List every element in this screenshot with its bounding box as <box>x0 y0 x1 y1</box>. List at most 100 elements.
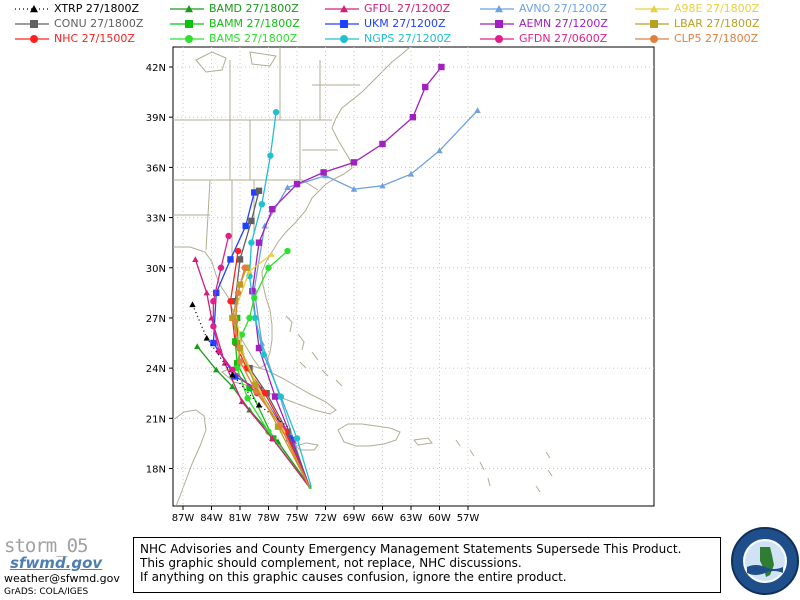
track-point-bamm <box>233 359 241 367</box>
model-legend: XTRP 27/1800Z CONU 27/1800Z NHC 27/1500Z BA… <box>0 0 800 46</box>
y-tick-label: 36N <box>146 163 166 174</box>
track-point-gfdn <box>225 232 232 240</box>
track-point-aemn <box>422 83 429 91</box>
square-marker-icon <box>170 20 204 28</box>
track-point-aemn <box>249 287 256 295</box>
track-point-bamd <box>194 343 201 349</box>
disclaimer-box: NHC Advisories and County Emergency Mana… <box>133 537 721 593</box>
track-point-a98e <box>268 251 275 257</box>
y-tick-label: 39N <box>146 113 166 124</box>
track-point-clp5 <box>232 318 239 325</box>
track-point-bams <box>238 331 246 338</box>
track-point-bams <box>251 294 258 302</box>
track-point-ukm <box>232 373 239 380</box>
track-point-bams <box>265 264 272 271</box>
triangle-marker-icon <box>15 5 49 13</box>
track-point-gfdn <box>210 323 217 330</box>
legend-label: GFDL 27/1200Z <box>364 2 451 15</box>
track-point-ukm <box>210 339 217 347</box>
track-point-ukm <box>242 222 249 230</box>
track-point-avno <box>474 107 481 114</box>
sfwmd-logo-text: sfwmd.gov <box>10 554 103 572</box>
track-point-aemn <box>438 63 445 71</box>
legend-label: CLP5 27/1800Z <box>674 32 759 45</box>
x-tick-label: 81W <box>229 513 252 524</box>
track-point-avno <box>350 185 358 192</box>
track-point-aemn <box>271 393 279 400</box>
track-point-ngps <box>267 152 274 159</box>
legend-label: UKM 27/1200Z <box>364 17 446 30</box>
track-point-bamd <box>246 406 253 413</box>
track-point-gfdl <box>192 256 199 262</box>
track-point-aemn <box>255 344 263 352</box>
map-frame <box>172 46 655 507</box>
legend-label: BAMM 27/1800Z <box>209 17 300 30</box>
y-tick-label: 33N <box>146 214 166 225</box>
legend-label: GFDN 27/0600Z <box>519 32 608 45</box>
track-point-ngps <box>260 351 267 358</box>
track-point-gfdn <box>217 264 225 271</box>
track-point-aemn <box>320 169 327 176</box>
track-point-gfdn <box>229 366 236 374</box>
x-tick-label: 72W <box>314 513 337 524</box>
latitude-tick-labels: 42N 39N 36N 33N 30N 27N 24N 21N 18N <box>146 63 173 476</box>
track-point-bamm <box>232 338 239 345</box>
x-tick-label: 69W <box>343 513 366 524</box>
track-point-clp5 <box>252 388 260 395</box>
track-point-aemn <box>293 180 301 188</box>
legend-label: A98E 27/1800Z <box>674 2 760 15</box>
x-tick-label: 78W <box>257 513 280 524</box>
track-point-clp5 <box>236 358 244 365</box>
track-point-ngps <box>248 239 255 246</box>
longitude-tick-labels: 87W 84W 81W 78W 75W 72W 69W 66W 63W 60W 57W <box>172 506 480 524</box>
great-lakes <box>195 51 277 73</box>
track-point-xtrp <box>255 401 263 408</box>
y-tick-label: 42N <box>146 63 166 74</box>
track-point-gfdl <box>238 398 246 405</box>
track-point-ngps <box>252 314 259 322</box>
circle-marker-icon <box>325 35 359 43</box>
track-point-lbar <box>252 381 259 389</box>
x-tick-label: 60W <box>428 513 451 524</box>
track-point-xtrp <box>189 301 196 308</box>
contact-email: weather@sfwmd.gov <box>4 572 120 585</box>
track-point-ukm <box>227 256 234 263</box>
track-point-bams <box>284 247 291 255</box>
track-point-avno <box>258 339 266 346</box>
legend-label: NHC 27/1500Z <box>54 32 135 45</box>
track-point-nhc <box>234 247 242 255</box>
x-tick-label: 63W <box>400 513 423 524</box>
track-point-bams <box>246 314 253 322</box>
track-point-bamd <box>229 383 236 390</box>
track-point-nhc <box>261 390 268 397</box>
disclaimer-line: NHC Advisories and County Emergency Mana… <box>140 542 682 556</box>
legend-label: XTRP 27/1800Z <box>54 2 140 15</box>
track-point-bams <box>265 428 272 435</box>
track-point-avno <box>261 222 268 229</box>
legend-label: BAMS 27/1800Z <box>209 32 298 45</box>
track-point-gfdl <box>269 435 276 441</box>
track-point-aemn <box>409 113 417 121</box>
track-point-gfdn <box>210 298 217 305</box>
track-point-ngps <box>277 393 285 400</box>
x-tick-label: 57W <box>457 513 480 524</box>
grads-credit: GrADS: COLA/IGES <box>4 587 89 597</box>
track-point-nhc <box>227 298 234 305</box>
track-point-aemn <box>269 206 276 213</box>
legend-label: AEMN 27/1200Z <box>519 17 608 30</box>
track-point-gfdn <box>215 348 223 355</box>
track-point-ukm <box>251 189 258 196</box>
track-point-conu <box>255 187 263 195</box>
disclaimer-line: This graphic should complement, not repl… <box>140 556 522 570</box>
track-point-aemn <box>379 140 386 148</box>
track-point-clp5 <box>234 289 242 297</box>
triangle-marker-icon <box>325 5 359 13</box>
track-point-conu <box>232 298 239 305</box>
bahamas <box>285 315 343 387</box>
track-point-ukm <box>286 435 293 442</box>
circle-marker-icon <box>635 35 669 43</box>
sfwmd-seal-icon <box>731 527 799 595</box>
y-tick-label: 24N <box>146 364 166 375</box>
land-outlines <box>173 47 553 506</box>
